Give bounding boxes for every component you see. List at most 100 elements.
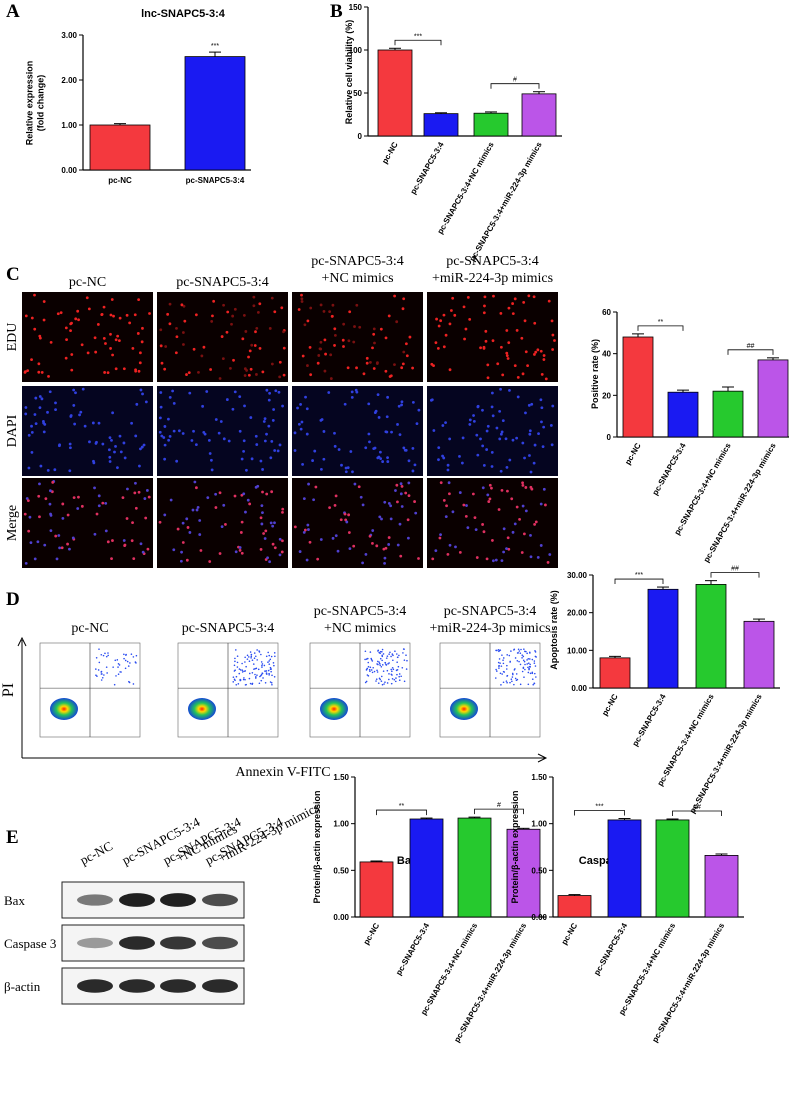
cell-dot bbox=[259, 548, 263, 551]
cell-dot bbox=[330, 314, 334, 318]
flow-dot bbox=[389, 651, 391, 654]
flow-dot bbox=[519, 683, 522, 686]
cell-dot bbox=[536, 348, 540, 352]
cell-dot bbox=[93, 532, 97, 536]
cell-dot bbox=[274, 389, 278, 393]
cell-dot bbox=[296, 406, 299, 410]
cell-dot bbox=[471, 492, 475, 496]
cell-dot bbox=[371, 529, 375, 532]
cell-dot bbox=[244, 330, 248, 333]
cell-dot bbox=[331, 303, 335, 307]
cell-dot bbox=[163, 367, 167, 371]
cell-dot bbox=[95, 512, 99, 516]
cell-dot bbox=[104, 502, 108, 505]
cell-dot bbox=[110, 438, 113, 442]
flow-dot bbox=[396, 656, 399, 659]
cell-dot bbox=[194, 443, 198, 446]
flow-dot bbox=[253, 668, 255, 670]
flow-dot bbox=[378, 661, 380, 663]
cell-dot bbox=[163, 513, 167, 517]
cell-dot bbox=[80, 343, 84, 347]
cell-dot bbox=[49, 529, 53, 533]
flow-dot bbox=[268, 672, 270, 675]
cell-dot bbox=[413, 500, 416, 503]
significance-bracket bbox=[376, 809, 427, 816]
cell-dot bbox=[484, 329, 488, 333]
cell-dot bbox=[168, 322, 172, 326]
cell-dot bbox=[260, 522, 264, 526]
y-tick-label: 30.00 bbox=[567, 571, 588, 580]
cell-dot bbox=[498, 409, 502, 413]
y-tick-label: 50 bbox=[353, 89, 362, 98]
cell-dot bbox=[247, 373, 251, 377]
cell-dot bbox=[365, 356, 369, 360]
flow-dot bbox=[269, 666, 272, 669]
cell-dot bbox=[140, 340, 144, 344]
y-tick-label: 0.50 bbox=[333, 866, 349, 875]
flow-dot bbox=[274, 655, 276, 658]
flow-dot bbox=[394, 680, 397, 683]
cell-dot bbox=[199, 549, 203, 552]
blot-band bbox=[160, 893, 196, 907]
micro-column-label: +NC mimics bbox=[321, 271, 393, 286]
cell-dot bbox=[434, 341, 438, 345]
flow-dot bbox=[251, 671, 254, 674]
flow-column-label: pc-NC bbox=[71, 621, 108, 636]
flow-dot bbox=[528, 658, 531, 660]
flow-dot bbox=[395, 669, 398, 672]
cell-dot bbox=[108, 455, 112, 459]
cell-dot bbox=[375, 362, 379, 365]
flow-dot bbox=[376, 663, 378, 665]
cell-dot bbox=[441, 424, 445, 427]
flow-dot bbox=[234, 660, 236, 663]
cell-dot bbox=[186, 526, 190, 529]
cell-dot bbox=[542, 354, 546, 357]
cell-dot bbox=[255, 443, 259, 446]
cell-dot bbox=[553, 339, 556, 342]
flow-y-label: PI bbox=[0, 683, 17, 697]
cell-dot bbox=[499, 469, 503, 473]
cell-dot bbox=[102, 305, 106, 309]
cell-dot bbox=[534, 350, 538, 354]
flow-dot bbox=[502, 681, 505, 684]
cell-dot bbox=[353, 325, 356, 328]
cell-dot bbox=[491, 339, 495, 343]
flow-dot bbox=[506, 681, 508, 684]
cell-dot bbox=[197, 370, 200, 374]
cell-dot bbox=[182, 343, 185, 346]
cell-dot bbox=[263, 537, 267, 540]
flow-dot bbox=[273, 664, 275, 667]
cell-dot bbox=[320, 418, 324, 421]
cell-dot bbox=[399, 492, 403, 496]
cell-dot bbox=[462, 305, 466, 309]
flow-dot bbox=[95, 674, 97, 677]
cell-dot bbox=[497, 508, 501, 511]
cell-dot bbox=[550, 319, 554, 323]
flow-dot bbox=[379, 657, 382, 660]
cell-dot bbox=[159, 344, 163, 348]
cell-dot bbox=[166, 312, 170, 316]
cell-dot bbox=[24, 314, 28, 318]
micro-row-label: DAPI bbox=[5, 414, 20, 447]
cell-dot bbox=[542, 487, 546, 491]
cell-dot bbox=[515, 505, 519, 509]
cell-dot bbox=[181, 331, 185, 334]
cell-dot bbox=[521, 481, 524, 485]
cell-dot bbox=[110, 557, 113, 561]
flow-dot bbox=[114, 659, 117, 662]
cell-dot bbox=[160, 361, 164, 365]
micro-image bbox=[22, 292, 153, 382]
cell-dot bbox=[414, 511, 418, 515]
cell-dot bbox=[490, 465, 494, 468]
cell-dot bbox=[243, 404, 246, 408]
cell-dot bbox=[347, 513, 351, 517]
flow-dot bbox=[236, 661, 239, 664]
cell-dot bbox=[218, 552, 222, 555]
cell-dot bbox=[270, 296, 274, 300]
flow-dot bbox=[377, 650, 379, 652]
cell-dot bbox=[482, 345, 486, 349]
cell-dot bbox=[209, 368, 213, 371]
cell-dot bbox=[343, 402, 347, 406]
flow-dot bbox=[386, 682, 389, 684]
flow-dot bbox=[505, 668, 508, 670]
